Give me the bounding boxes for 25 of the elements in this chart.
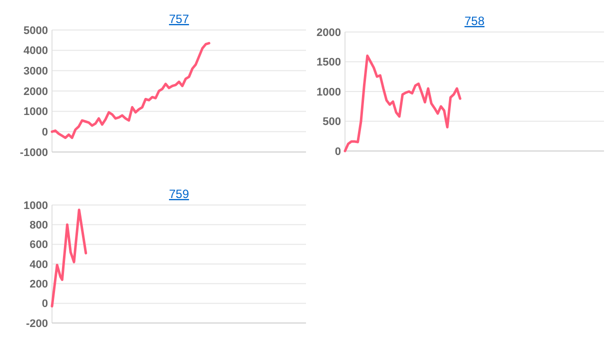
y-tick-label: 0 <box>42 298 48 310</box>
chart-title: 757 <box>168 12 190 26</box>
y-tick-label: 1500 <box>316 56 341 69</box>
chart-title: 759 <box>168 187 190 201</box>
y-tick-label: 0 <box>334 146 341 158</box>
y-tick-label: -1000 <box>20 146 48 159</box>
y-tick-label: 5000 <box>24 24 48 37</box>
chart-title: 758 <box>464 14 485 28</box>
line-series <box>50 208 88 308</box>
y-tick-label: 2000 <box>316 26 341 39</box>
y-tick-label: 0 <box>42 126 48 139</box>
line-series <box>50 42 210 140</box>
y-tick-label: 2000 <box>24 86 48 98</box>
y-tick-label: -200 <box>26 318 48 330</box>
y-tick-label: 200 <box>30 278 48 291</box>
y-tick-label: 800 <box>30 220 48 232</box>
y-tick-label: 500 <box>322 116 341 128</box>
y-tick-label: 1000 <box>24 106 48 118</box>
y-tick-label: 3000 <box>24 66 48 78</box>
y-tick-label: 600 <box>30 239 48 252</box>
y-tick-label: 400 <box>30 258 48 271</box>
y-tick-label: 4000 <box>24 45 48 58</box>
line-series <box>344 54 462 152</box>
y-tick-label: 1000 <box>24 200 48 212</box>
y-tick-label: 1000 <box>316 86 341 98</box>
